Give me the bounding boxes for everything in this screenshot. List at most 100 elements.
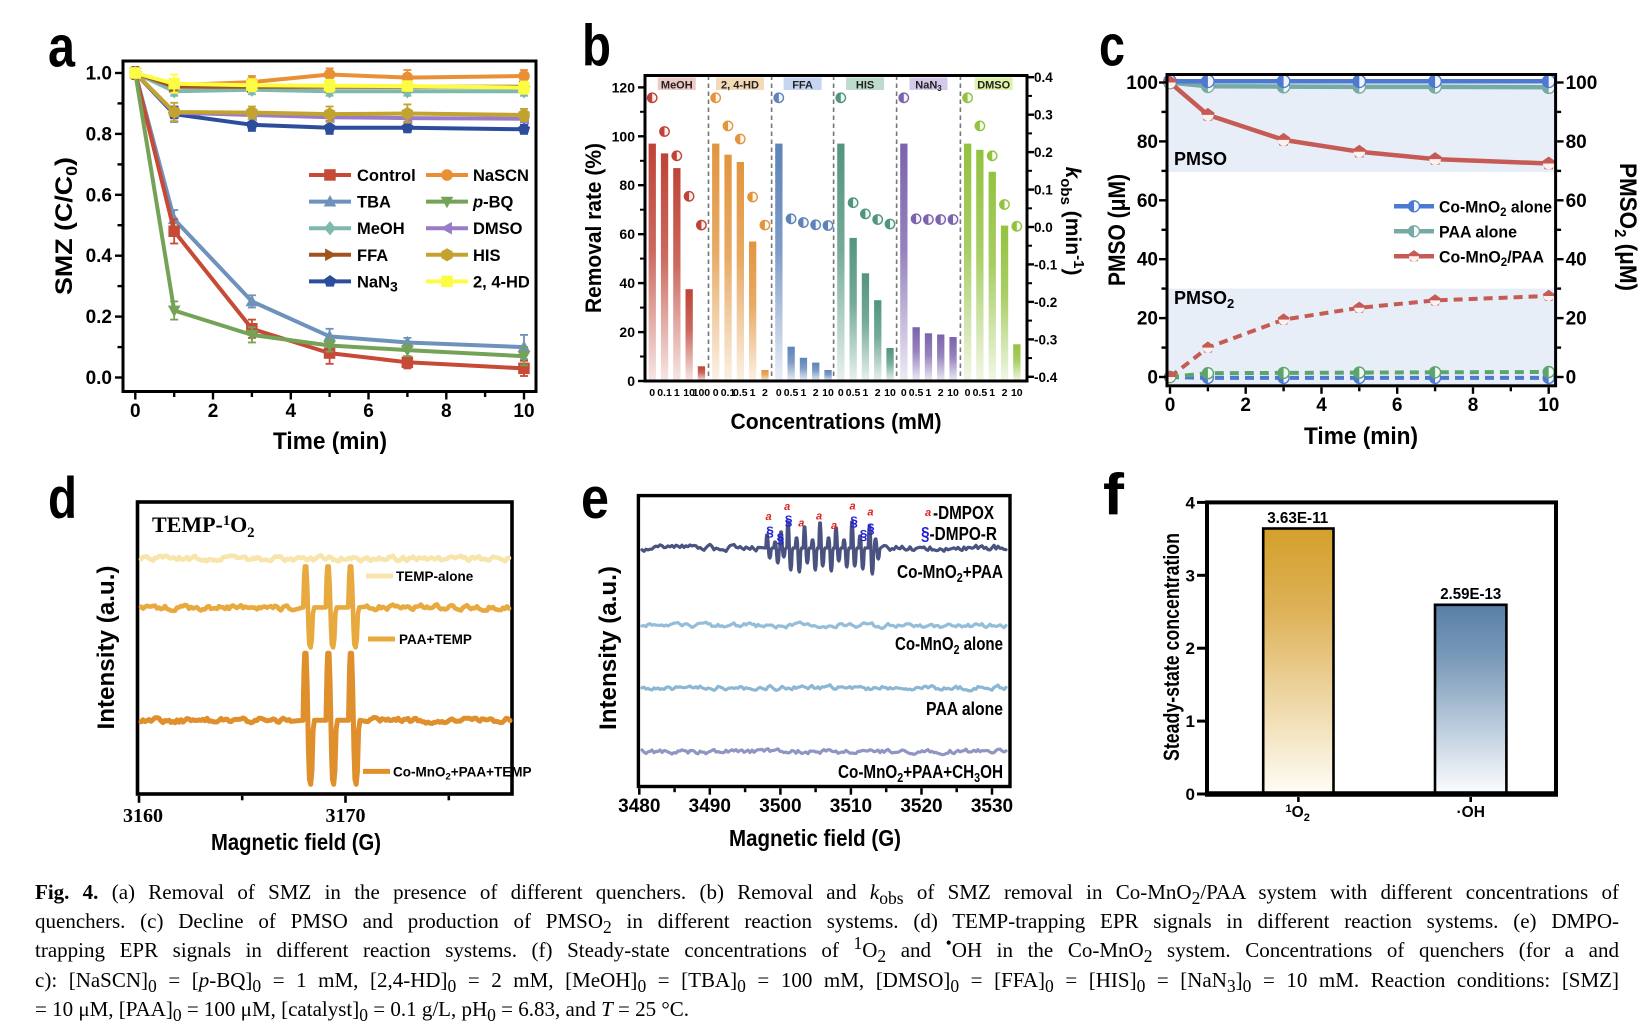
svg-text:0.2: 0.2 [1034, 145, 1053, 160]
svg-text:2, 4-HD: 2, 4-HD [721, 80, 759, 92]
svg-text:Co-MnO2+PAA: Co-MnO2+PAA [897, 561, 1003, 585]
svg-text:20: 20 [619, 324, 635, 340]
svg-text:0: 0 [130, 401, 141, 422]
svg-text:a: a [850, 500, 856, 512]
svg-text:1: 1 [989, 387, 995, 399]
svg-text:10: 10 [683, 387, 695, 399]
svg-text:0.1: 0.1 [657, 387, 672, 399]
svg-text:Steady-state concentration: Steady-state concentration [1159, 533, 1184, 761]
svg-text:20: 20 [1566, 309, 1587, 330]
svg-text:PAA alone: PAA alone [1439, 223, 1517, 241]
svg-text:TEMP-1O2: TEMP-1O2 [152, 512, 255, 541]
svg-text:0.1: 0.1 [721, 387, 736, 399]
svg-text:0.0: 0.0 [86, 368, 112, 389]
svg-text:8: 8 [441, 401, 452, 422]
svg-text:40: 40 [1566, 250, 1587, 271]
svg-text:0: 0 [713, 387, 719, 399]
svg-text:2.59E-13: 2.59E-13 [1440, 586, 1501, 603]
svg-text:Co-MnO2/PAA: Co-MnO2/PAA [1439, 248, 1544, 269]
svg-text:a: a [831, 520, 837, 532]
svg-text:Time (min): Time (min) [1304, 423, 1418, 450]
svg-text:3: 3 [1186, 566, 1195, 585]
svg-text:Intensity (a.u.): Intensity (a.u.) [595, 566, 622, 730]
svg-text:0: 0 [776, 387, 782, 399]
svg-text:2: 2 [938, 387, 944, 399]
svg-text:60: 60 [1566, 191, 1587, 212]
svg-text:NaSCN: NaSCN [473, 167, 529, 185]
svg-text:2: 2 [1240, 395, 1251, 416]
svg-text:6: 6 [363, 401, 374, 422]
svg-text:10: 10 [947, 387, 959, 399]
svg-text:60: 60 [619, 226, 635, 242]
svg-text:HIS: HIS [473, 247, 501, 265]
svg-text:d: d [48, 466, 77, 531]
svg-text:100: 100 [1566, 73, 1598, 94]
svg-text:100: 100 [693, 387, 711, 399]
svg-text:Co-MnO2+PAA+TEMP: Co-MnO2+PAA+TEMP [393, 765, 532, 783]
svg-text:PAA alone: PAA alone [926, 698, 1003, 719]
svg-text:40: 40 [619, 275, 635, 291]
svg-text:0: 0 [1566, 368, 1577, 389]
svg-text:3480: 3480 [618, 796, 660, 817]
svg-text:0.1: 0.1 [1034, 183, 1053, 198]
svg-text:100: 100 [612, 128, 636, 144]
svg-text:1.0: 1.0 [86, 64, 112, 85]
svg-text:MeOH: MeOH [661, 80, 693, 92]
svg-text:10: 10 [513, 401, 534, 422]
svg-text:a: a [925, 507, 931, 519]
svg-text:DMSO: DMSO [473, 220, 523, 238]
svg-text:FFA: FFA [792, 80, 813, 92]
svg-text:PMSO (μM): PMSO (μM) [1104, 174, 1131, 286]
svg-text:0.5: 0.5 [784, 387, 799, 399]
svg-text:3500: 3500 [759, 796, 801, 817]
svg-text:PMSO2 (μM): PMSO2 (μM) [1611, 163, 1641, 291]
svg-text:1: 1 [750, 387, 756, 399]
svg-text:0.5: 0.5 [909, 387, 924, 399]
svg-text:MeOH: MeOH [357, 220, 405, 238]
svg-text:0: 0 [1165, 395, 1176, 416]
svg-text:1: 1 [674, 387, 680, 399]
svg-text:60: 60 [1137, 191, 1158, 212]
svg-text:2: 2 [875, 387, 881, 399]
svg-text:kobs (min-1): kobs (min-1) [1057, 167, 1087, 276]
svg-text:0: 0 [649, 387, 655, 399]
svg-text:8: 8 [1468, 395, 1479, 416]
svg-text:0.0: 0.0 [1034, 220, 1053, 235]
svg-text:0.3: 0.3 [1034, 108, 1053, 123]
svg-text:10: 10 [1538, 395, 1559, 416]
svg-text:PMSO2: PMSO2 [1174, 288, 1234, 311]
svg-text:Removal rate (%): Removal rate (%) [581, 143, 606, 313]
svg-text:4: 4 [1316, 395, 1327, 416]
svg-text:§: § [850, 513, 858, 529]
svg-text:TBA: TBA [357, 194, 391, 212]
svg-text:Magnetic field (G): Magnetic field (G) [211, 829, 381, 855]
svg-text:80: 80 [619, 177, 635, 193]
svg-text:2: 2 [813, 387, 819, 399]
svg-text:-0.3: -0.3 [1034, 332, 1058, 347]
svg-text:a: a [798, 517, 804, 529]
svg-text:10: 10 [884, 387, 896, 399]
svg-text:80: 80 [1137, 132, 1158, 153]
svg-text:NaN3: NaN3 [915, 80, 942, 94]
svg-text:120: 120 [612, 79, 636, 95]
svg-text:PAA+TEMP: PAA+TEMP [399, 632, 472, 647]
svg-text:1O2: 1O2 [1286, 803, 1310, 824]
svg-text:0: 0 [1186, 785, 1195, 804]
svg-text:FFA: FFA [357, 247, 388, 265]
svg-text:0: 0 [1147, 368, 1158, 389]
svg-text:0.2: 0.2 [86, 307, 112, 328]
svg-text:a: a [816, 510, 822, 522]
svg-text:§: § [867, 520, 875, 536]
svg-text:0.8: 0.8 [86, 124, 112, 145]
svg-text:2, 4-HD: 2, 4-HD [473, 273, 530, 291]
svg-text:f: f [1103, 463, 1125, 528]
svg-text:3510: 3510 [830, 796, 872, 817]
svg-text:3490: 3490 [689, 796, 731, 817]
svg-text:100: 100 [1126, 73, 1158, 94]
svg-text:Intensity (a.u.): Intensity (a.u.) [93, 566, 120, 730]
svg-text:b: b [582, 14, 611, 79]
svg-text:1: 1 [1186, 712, 1195, 731]
svg-text:PMSO: PMSO [1174, 149, 1227, 169]
svg-text:DMSO: DMSO [977, 80, 1010, 92]
svg-text:SMZ (C/C0): SMZ (C/C0) [51, 157, 81, 295]
